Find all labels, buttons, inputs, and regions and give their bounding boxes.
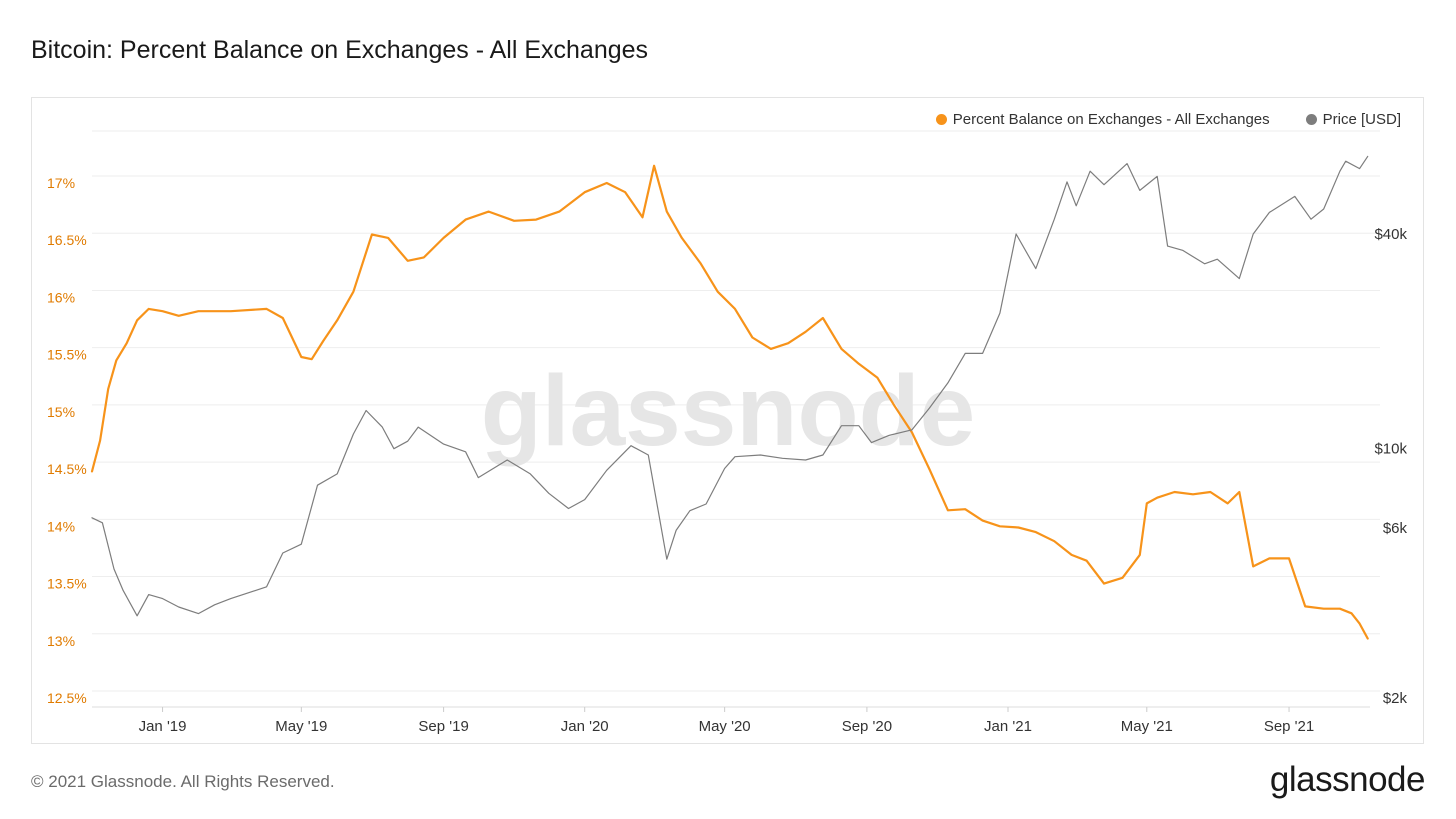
right-tick-label: $40k (1374, 226, 1407, 243)
left-tick-label: 13.5% (47, 576, 87, 592)
left-tick-label: 15% (47, 404, 75, 420)
legend: Percent Balance on Exchanges - All Excha… (935, 111, 1401, 128)
right-axis: $2k $6k $10k $40k (1374, 226, 1407, 707)
left-tick-label: 17% (47, 175, 75, 191)
left-tick-label: 14.5% (47, 461, 87, 477)
x-tick-label: Jan '20 (561, 718, 609, 735)
x-tick-label: Sep '20 (842, 718, 892, 735)
right-tick-label: $2k (1383, 690, 1408, 707)
x-tick-label: Jan '21 (984, 718, 1032, 735)
left-tick-label: 12.5% (47, 690, 87, 706)
legend-label-balance: Percent Balance on Exchanges - All Excha… (952, 111, 1270, 128)
series-layer (90, 155, 1369, 640)
left-axis: 12.5% 13% 13.5% 14% 14.5% 15% 15.5% 16% 16.5% 17% (47, 175, 87, 706)
left-tick-label: 14% (47, 518, 75, 534)
x-tick-label: Jan '19 (139, 718, 187, 735)
page-title: Bitcoin: Percent Balance on Exchanges - … (31, 36, 649, 64)
right-tick-label: $6k (1383, 520, 1408, 537)
x-tick-label: May '19 (275, 718, 327, 735)
footer-logo: glassnode (1269, 760, 1426, 799)
left-tick-label: 16% (47, 289, 75, 305)
x-tick-label: Sep '19 (418, 718, 468, 735)
footer-copyright: © 2021 Glassnode. All Rights Reserved. (31, 772, 335, 791)
x-tick-label: May '20 (699, 718, 751, 735)
legend-item-balance[interactable]: Percent Balance on Exchanges - All Excha… (935, 111, 1270, 128)
chart-frame (31, 97, 1424, 744)
x-tick-label: May '21 (1121, 718, 1173, 735)
series-line-price[interactable] (91, 155, 1369, 617)
legend-swatch-balance (935, 114, 947, 125)
series-line-balance[interactable] (90, 164, 1369, 640)
left-tick-label: 16.5% (47, 232, 87, 248)
left-tick-label: 13% (47, 633, 75, 649)
legend-label-price: Price [USD] (1322, 111, 1401, 128)
watermark: glassnode (481, 355, 976, 467)
right-tick-label: $10k (1374, 441, 1407, 458)
legend-item-price[interactable]: Price [USD] (1305, 111, 1401, 128)
x-tick-label: Sep '21 (1264, 718, 1314, 735)
legend-swatch-price (1305, 114, 1317, 125)
left-tick-label: 15.5% (47, 347, 87, 363)
x-axis: Jan '19 May '19 Sep '19 Jan '20 May '20 Sep '… (92, 706, 1370, 735)
